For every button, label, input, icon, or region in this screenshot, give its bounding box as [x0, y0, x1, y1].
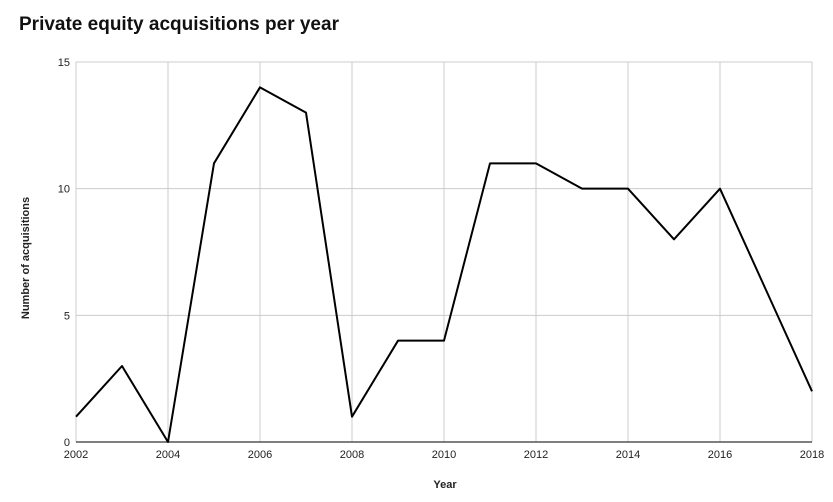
x-tick-label: 2014 — [616, 449, 640, 461]
data-point — [718, 187, 722, 191]
data-point — [626, 187, 630, 191]
x-tick-label: 2018 — [800, 449, 824, 461]
data-point — [534, 161, 538, 165]
data-point — [442, 339, 446, 343]
data-point — [396, 339, 400, 343]
data-point — [304, 111, 308, 115]
x-tick-label: 2004 — [156, 449, 180, 461]
y-axis-label: Number of acquisitions — [20, 197, 32, 319]
data-point — [74, 415, 78, 419]
data-point — [810, 389, 814, 393]
y-tick-label: 10 — [58, 184, 70, 196]
x-tick-label: 2008 — [340, 449, 364, 461]
y-tick-labels: 0 5 10 15 — [58, 57, 70, 449]
data-point — [488, 161, 492, 165]
data-point — [764, 288, 768, 292]
y-tick-label: 0 — [64, 437, 70, 449]
x-tick-labels: 2002 2004 2006 2008 2010 2012 2014 2016 2018 — [64, 449, 824, 461]
data-point — [212, 161, 216, 165]
chart-title: Private equity acquisitions per year — [19, 14, 339, 35]
x-tick-label: 2002 — [64, 449, 88, 461]
data-point — [166, 440, 170, 444]
data-point — [120, 364, 124, 368]
data-point — [580, 187, 584, 191]
y-tick-label: 5 — [64, 310, 70, 322]
data-point — [350, 415, 354, 419]
grid-lines — [75, 61, 813, 442]
data-point — [258, 85, 262, 89]
x-tick-label: 2006 — [248, 449, 272, 461]
data-point — [672, 237, 676, 241]
x-tick-label: 2016 — [708, 449, 732, 461]
x-tick-label: 2010 — [432, 449, 456, 461]
series-line — [75, 86, 813, 443]
x-axis-label: Year — [433, 479, 457, 491]
y-tick-label: 15 — [58, 57, 70, 69]
x-tick-label: 2012 — [524, 449, 548, 461]
